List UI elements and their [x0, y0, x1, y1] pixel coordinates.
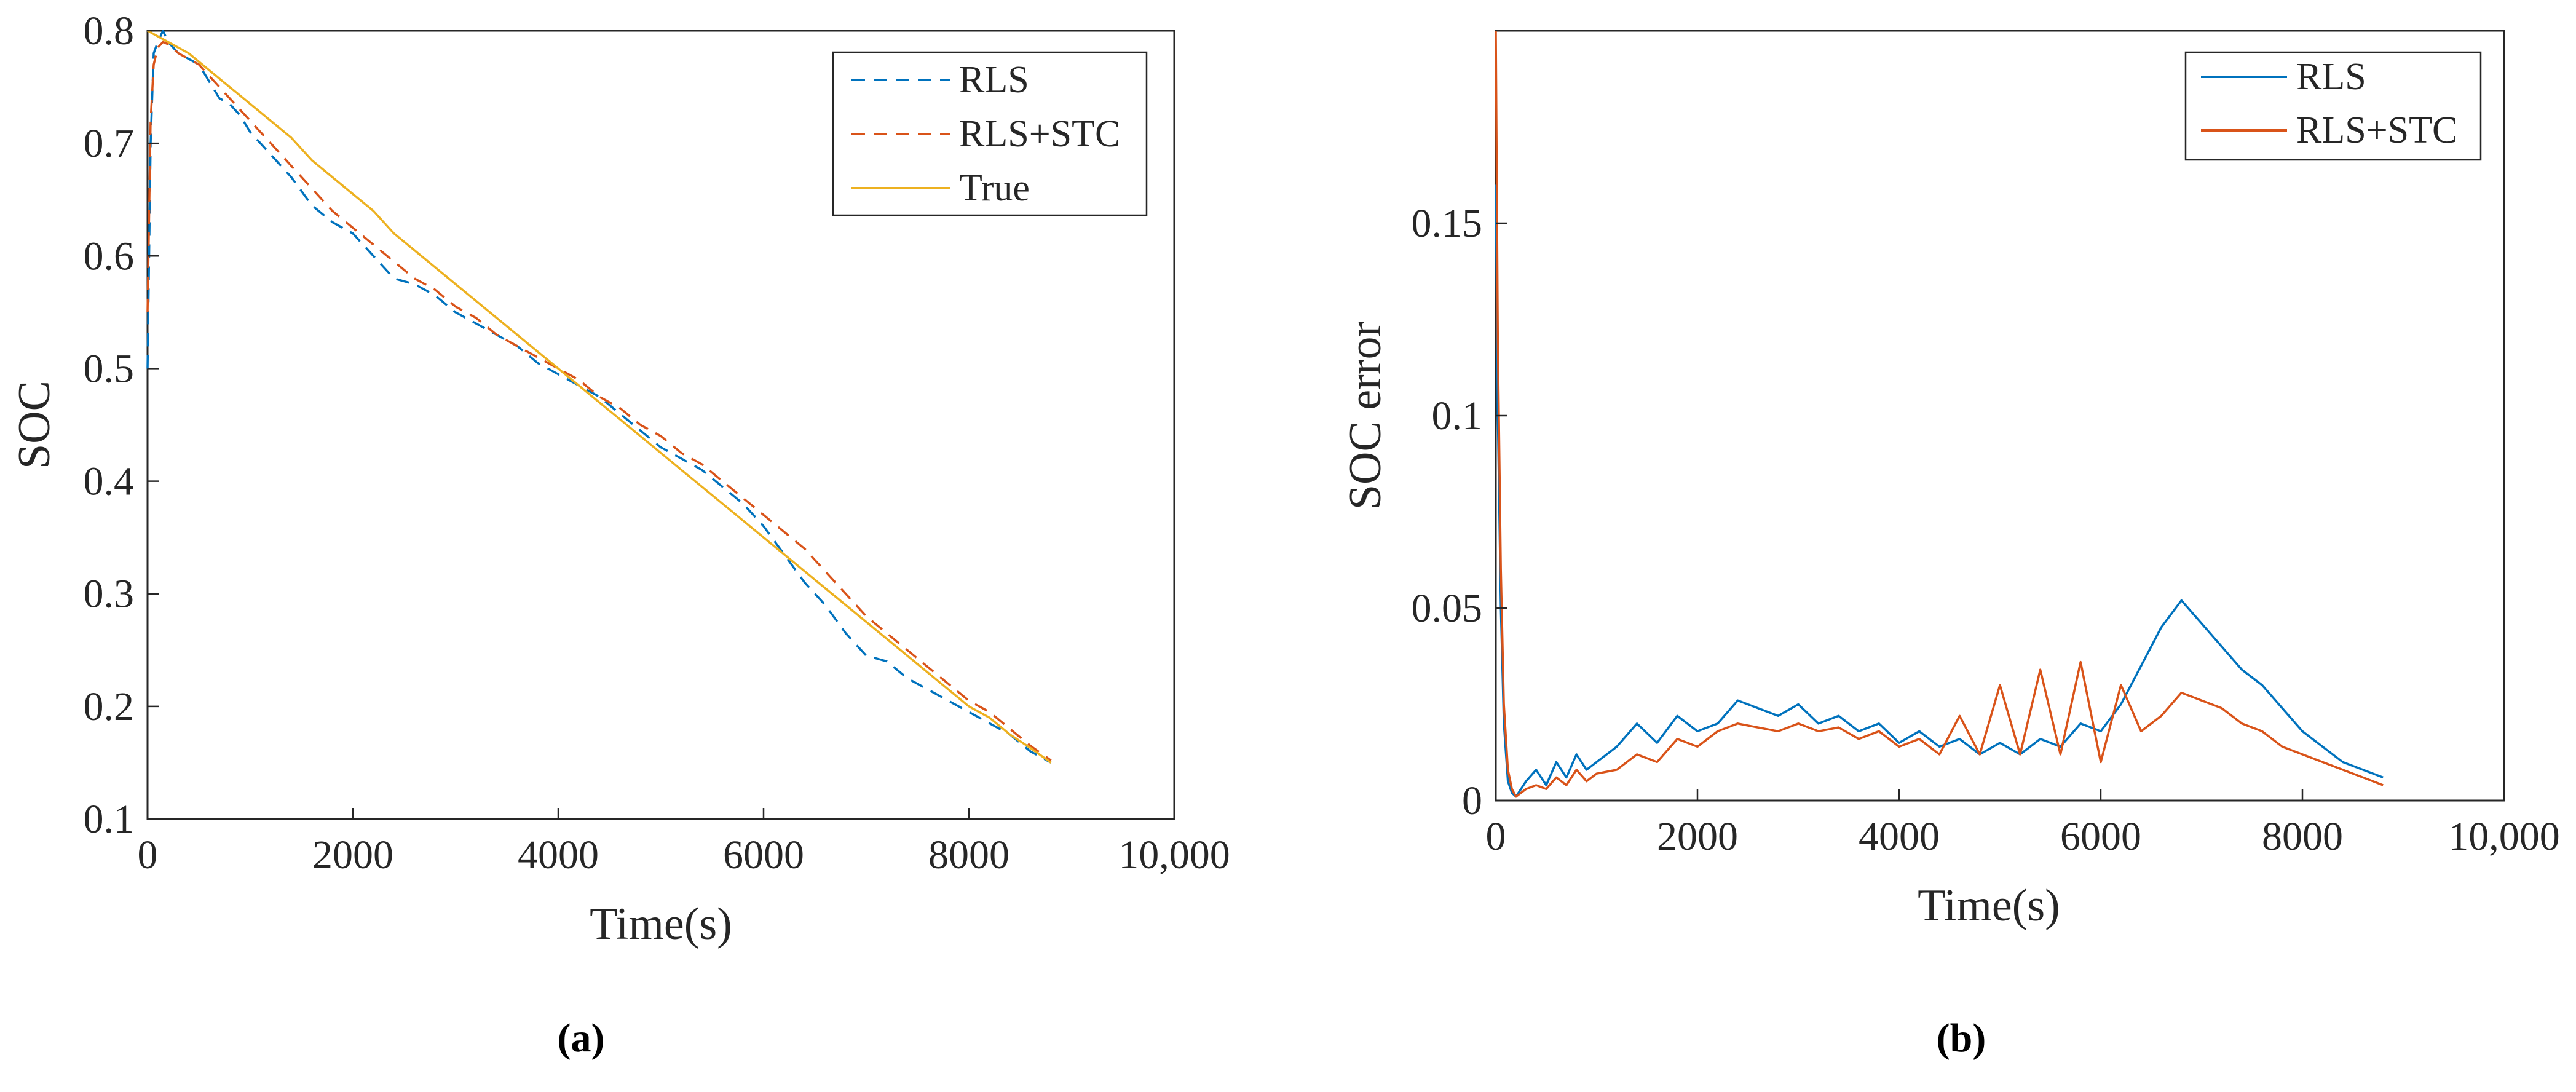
chart-b-series-rls — [1495, 184, 2384, 798]
chart-a-y-ticks: 0.1 0.2 0.3 0.4 0.5 0.6 0.7 0.8 — [84, 9, 159, 842]
chart-b-ytick-label: 0 — [1462, 778, 1482, 823]
legend-a-rlsstc-label: RLS+STC — [959, 113, 1120, 155]
chart-b-ylabel: SOC error — [1340, 322, 1391, 510]
chart-a-ytick-label: 0.3 — [84, 572, 135, 617]
chart-a-x-ticks: 0 2000 4000 6000 8000 10,000 — [138, 808, 1230, 877]
chart-b-ytick-label: 0.1 — [1432, 394, 1483, 438]
chart-b-ytick-label: 0.05 — [1412, 586, 1483, 631]
chart-b: 0 0.05 0.1 0.15 0 2000 4000 6000 8000 10,000 Tim… — [1340, 30, 2560, 1061]
chart-a-xtick-label: 4000 — [518, 833, 599, 877]
legend-b-rlsstc-label: RLS+STC — [2296, 109, 2457, 151]
legend-a-true-label: True — [959, 167, 1030, 209]
chart-b-series-group — [1495, 30, 2384, 798]
chart-b-xtick-label: 0 — [1486, 814, 1506, 859]
chart-b-xtick-label: 10,000 — [2448, 814, 2560, 859]
chart-a-ytick-label: 0.1 — [84, 797, 135, 842]
chart-a: 0.1 0.2 0.3 0.4 0.5 0.6 0.7 0.8 0 2000 4000 6000 80… — [9, 9, 1230, 1061]
chart-a-xtick-label: 8000 — [928, 833, 1009, 877]
legend-b-rls-label: RLS — [2296, 56, 2366, 98]
chart-b-xtick-label: 6000 — [2060, 814, 2141, 859]
chart-b-xtick-label: 8000 — [2262, 814, 2343, 859]
chart-b-caption: (b) — [1937, 1016, 1986, 1061]
chart-a-xtick-label: 10,000 — [1118, 833, 1230, 877]
chart-b-legend-box — [2184, 51, 2482, 161]
chart-a-ytick-label: 0.4 — [84, 459, 135, 504]
chart-a-xtick-label: 0 — [138, 833, 158, 877]
chart-b-y-ticks: 0 0.05 0.1 0.15 — [1412, 201, 1507, 823]
chart-b-series-rls-stc — [1495, 30, 2384, 798]
chart-a-series-rls-stc — [146, 41, 1052, 762]
chart-a-ytick-label: 0.7 — [84, 121, 135, 166]
chart-a-ylabel: SOC — [9, 381, 60, 469]
chart-a-xtick-label: 6000 — [723, 833, 804, 877]
chart-a-series-true — [147, 30, 1052, 764]
chart-a-ytick-label: 0.8 — [84, 9, 135, 53]
chart-b-ytick-label: 0.15 — [1412, 201, 1483, 246]
chart-a-ytick-label: 0.6 — [84, 234, 135, 279]
chart-a-caption: (a) — [558, 1016, 605, 1061]
chart-a-xlabel: Time(s) — [590, 899, 732, 949]
legend-a-rls-label: RLS — [959, 59, 1029, 101]
chart-a-legend: RLS RLS+STC True — [832, 51, 1148, 216]
chart-b-xtick-label: 2000 — [1657, 814, 1738, 859]
chart-a-ytick-label: 0.2 — [84, 684, 135, 729]
chart-b-legend: RLS RLS+STC — [2184, 51, 2482, 161]
chart-a-series-group — [146, 30, 1052, 764]
chart-b-xlabel: Time(s) — [1918, 880, 2060, 931]
chart-b-xtick-label: 4000 — [1859, 814, 1940, 859]
chart-b-x-ticks: 0 2000 4000 6000 8000 10,000 — [1486, 789, 2560, 859]
chart-a-xtick-label: 2000 — [312, 833, 393, 877]
chart-a-ytick-label: 0.5 — [84, 346, 135, 391]
